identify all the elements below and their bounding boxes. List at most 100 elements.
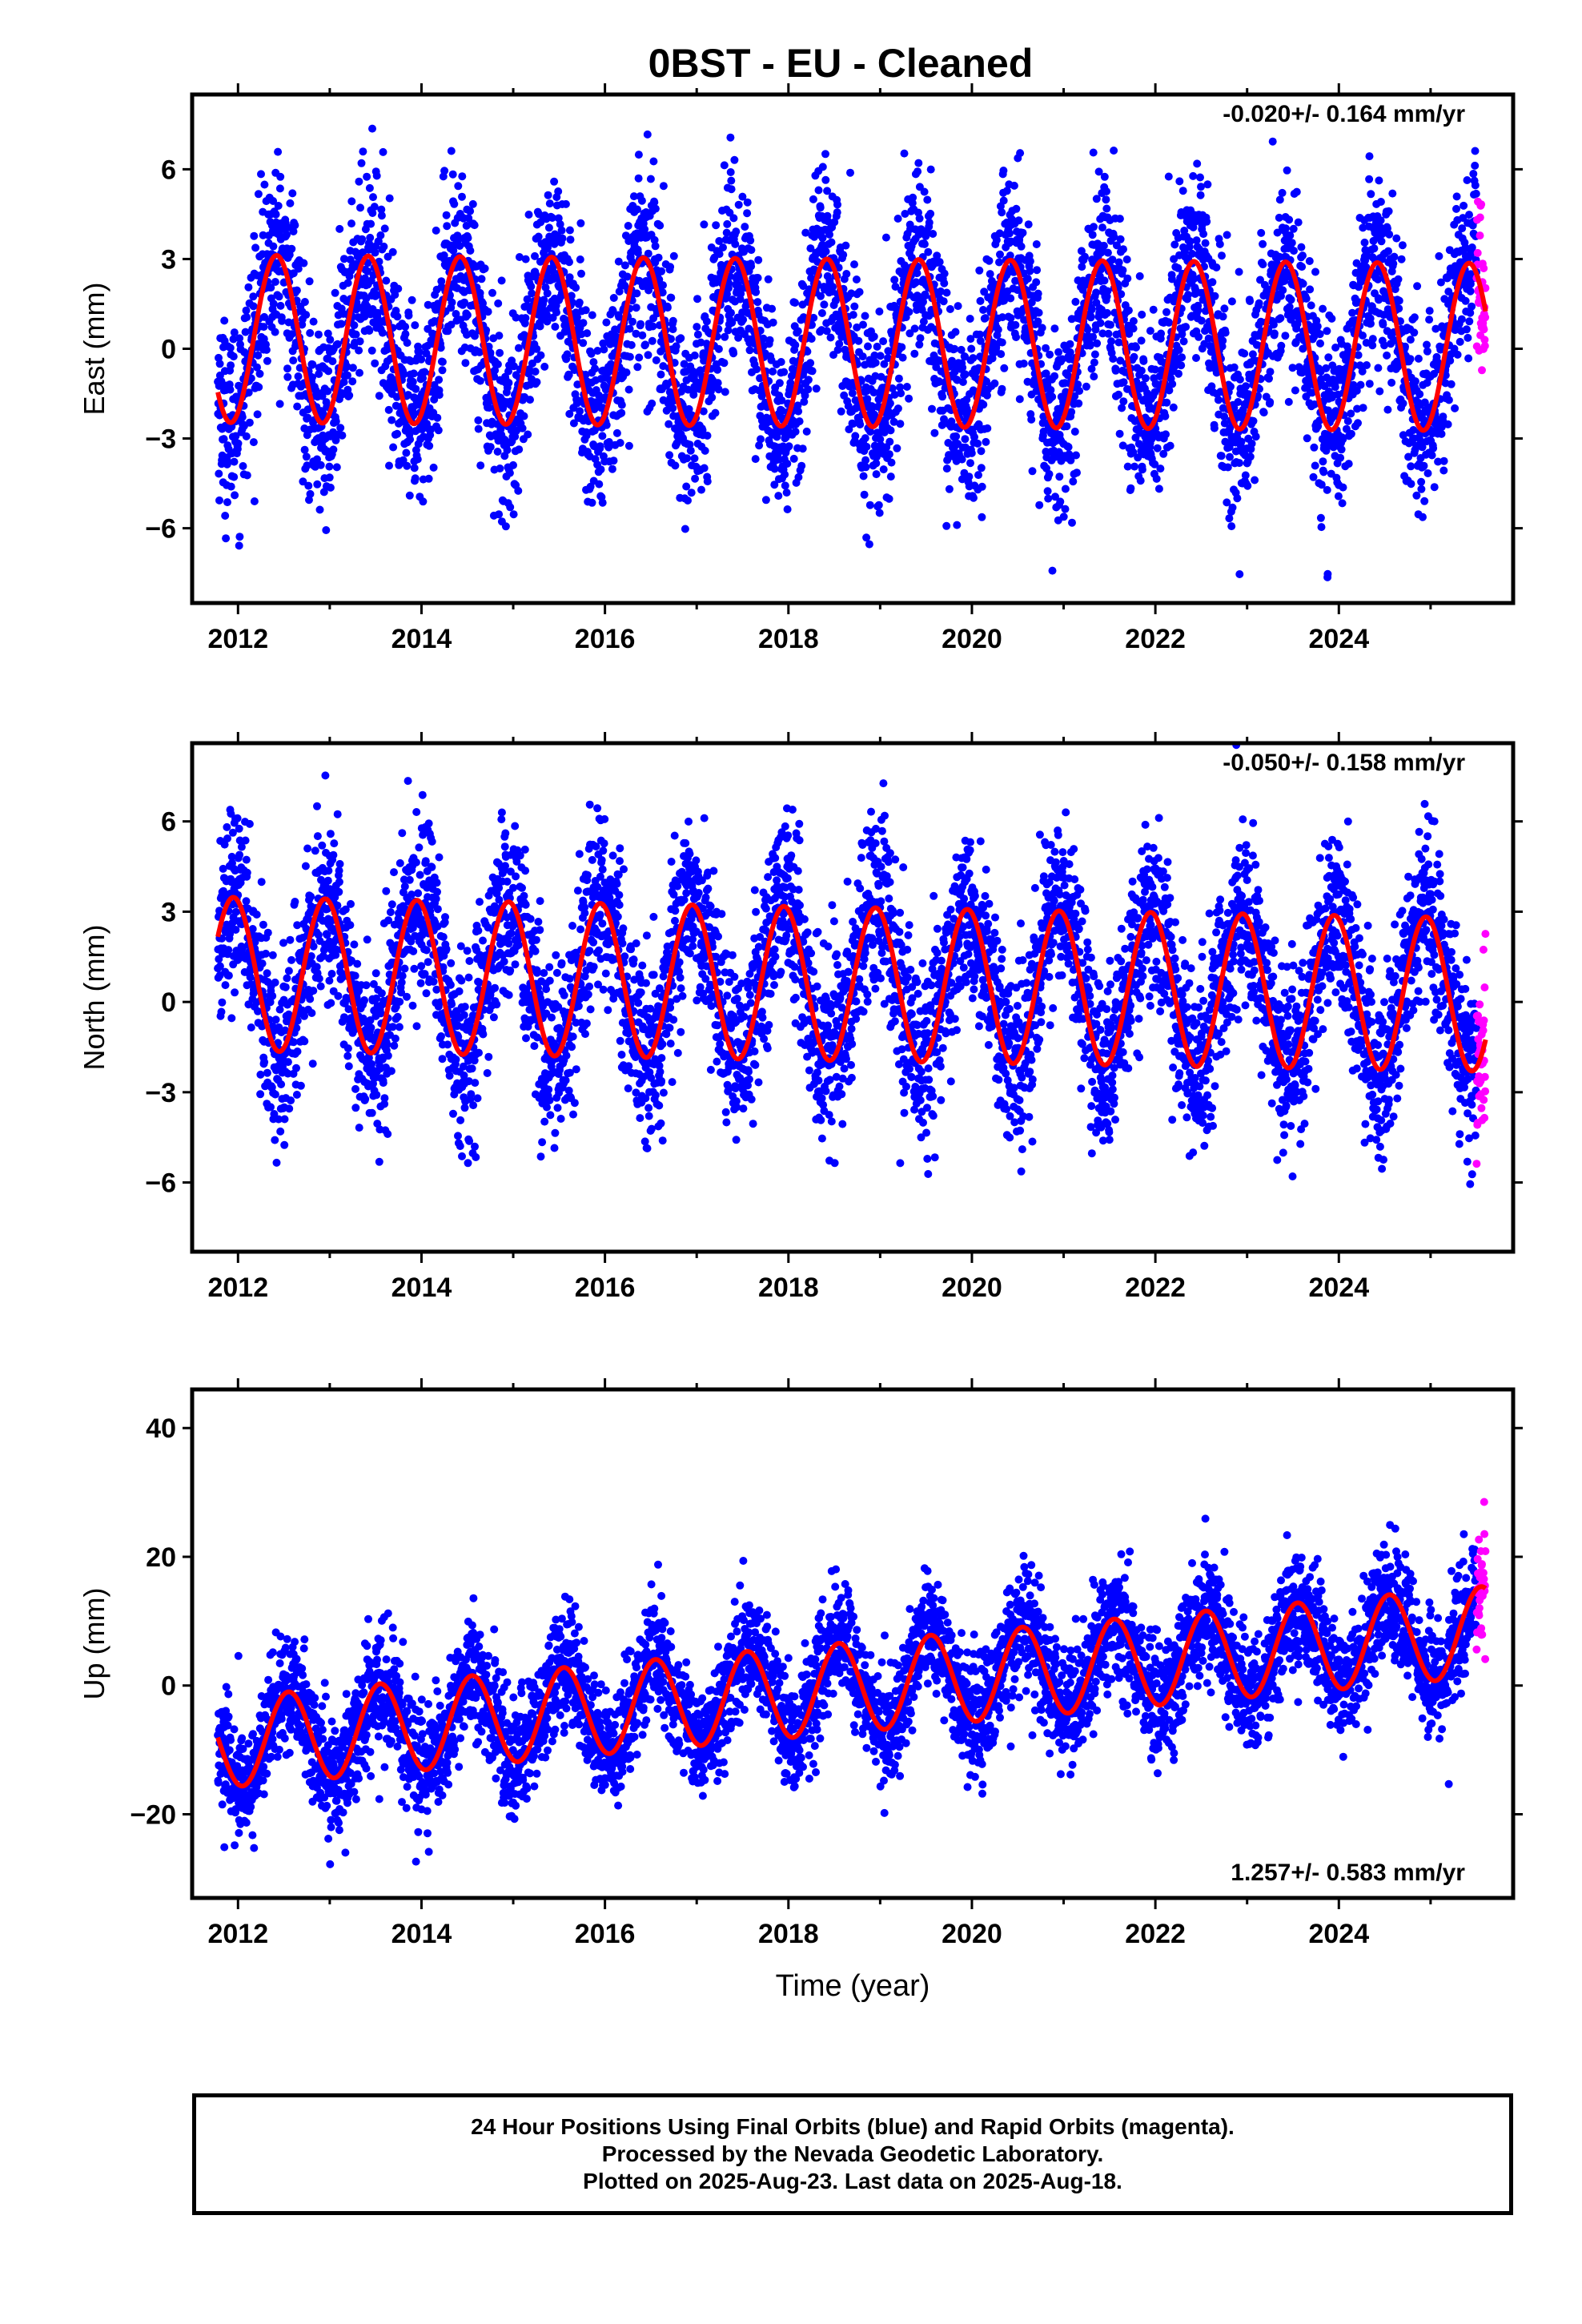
final-orbit-point <box>405 491 414 500</box>
final-orbit-point <box>970 493 978 502</box>
final-orbit-point <box>928 404 936 413</box>
final-orbit-point <box>1210 424 1219 432</box>
final-orbit-point <box>269 300 278 308</box>
final-orbit-point <box>1135 271 1144 280</box>
final-orbit-point <box>966 315 974 323</box>
final-orbit-point <box>463 311 472 320</box>
final-orbit-point <box>1092 195 1101 203</box>
final-orbit-point <box>833 208 841 217</box>
final-orbit-point <box>1193 159 1202 168</box>
final-orbit-point <box>527 282 536 291</box>
final-orbit-point <box>409 369 418 378</box>
final-orbit-point <box>1061 505 1070 513</box>
final-orbit-point <box>841 241 850 250</box>
final-orbit-point <box>286 199 295 207</box>
final-orbit-point <box>995 258 1003 267</box>
final-orbit-point <box>551 323 560 331</box>
final-orbit-point <box>339 378 348 387</box>
final-orbit-point <box>392 392 401 401</box>
final-orbit-point <box>858 352 867 361</box>
final-orbit-point <box>1374 364 1383 372</box>
final-orbit-point <box>879 337 888 346</box>
final-orbit-point <box>255 369 264 378</box>
final-orbit-point <box>343 279 352 287</box>
final-orbit-point <box>986 270 994 279</box>
final-orbit-point <box>424 474 433 483</box>
final-orbit-point <box>939 297 948 306</box>
final-orbit-point <box>1050 372 1059 380</box>
final-orbit-point <box>721 388 729 396</box>
final-orbit-point <box>1468 302 1476 311</box>
final-orbit-point <box>1180 227 1189 235</box>
final-orbit-point <box>636 320 645 328</box>
final-orbit-point <box>825 230 833 239</box>
final-orbit-point <box>1100 276 1109 285</box>
final-orbit-point <box>1069 477 1078 486</box>
final-orbit-point <box>864 342 872 351</box>
final-orbit-point <box>1331 344 1340 352</box>
final-orbit-point <box>659 362 668 371</box>
final-orbit-point <box>235 533 244 541</box>
final-orbit-point <box>913 269 921 278</box>
final-orbit-point <box>1026 257 1034 266</box>
final-orbit-point <box>809 313 818 322</box>
final-orbit-point <box>1342 424 1351 433</box>
final-orbit-point <box>227 361 235 370</box>
final-orbit-point <box>958 378 967 386</box>
final-orbit-point <box>1212 368 1221 377</box>
final-orbit-point <box>379 147 387 156</box>
final-orbit-point <box>1410 328 1419 337</box>
final-orbit-point <box>476 348 484 356</box>
final-orbit-point <box>969 354 978 363</box>
final-orbit-point <box>315 505 324 514</box>
final-orbit-point <box>1225 514 1234 523</box>
final-orbit-point <box>360 274 369 283</box>
final-orbit-point <box>905 329 914 338</box>
final-orbit-point <box>471 332 479 340</box>
final-orbit-point <box>632 329 640 338</box>
final-orbit-point <box>633 248 642 257</box>
final-orbit-point <box>1309 472 1318 481</box>
final-orbit-point <box>945 485 954 493</box>
final-orbit-point <box>783 460 792 468</box>
final-orbit-point <box>1066 340 1074 348</box>
final-orbit-point <box>1415 390 1424 399</box>
final-orbit-point <box>889 417 898 426</box>
final-orbit-point <box>727 176 736 185</box>
final-orbit-point <box>920 187 929 196</box>
final-orbit-point <box>1423 347 1431 356</box>
final-orbit-point <box>1223 498 1231 507</box>
final-orbit-point <box>1011 276 1020 285</box>
final-orbit-point <box>1051 493 1059 501</box>
final-orbit-point <box>245 418 254 427</box>
final-orbit-point <box>1217 452 1226 460</box>
final-orbit-point <box>1344 460 1353 468</box>
final-orbit-point <box>703 432 712 440</box>
final-orbit-point <box>799 282 808 291</box>
final-orbit-point <box>791 299 799 307</box>
final-orbit-point <box>1067 408 1076 416</box>
final-orbit-point <box>997 350 1006 359</box>
final-orbit-point <box>965 472 974 481</box>
final-orbit-point <box>1170 240 1179 249</box>
final-orbit-point <box>437 277 446 286</box>
final-orbit-point <box>1465 317 1474 326</box>
final-orbit-point <box>1343 416 1352 425</box>
final-orbit-point <box>413 455 422 464</box>
final-orbit-point <box>1458 224 1467 233</box>
final-orbit-point <box>596 442 604 451</box>
final-orbit-point <box>669 316 677 325</box>
final-orbit-point <box>1323 485 1331 494</box>
final-orbit-point <box>600 345 608 354</box>
final-orbit-point <box>940 279 949 287</box>
final-orbit-point <box>1316 339 1324 348</box>
final-orbit-point <box>486 348 495 357</box>
final-orbit-point <box>521 314 530 323</box>
final-orbit-point <box>1257 228 1266 237</box>
final-orbit-point <box>1062 422 1071 431</box>
final-orbit-point <box>254 351 263 360</box>
final-orbit-point <box>1195 332 1203 341</box>
final-orbit-point <box>888 384 897 392</box>
final-orbit-point <box>404 312 413 320</box>
final-orbit-point <box>543 317 552 326</box>
